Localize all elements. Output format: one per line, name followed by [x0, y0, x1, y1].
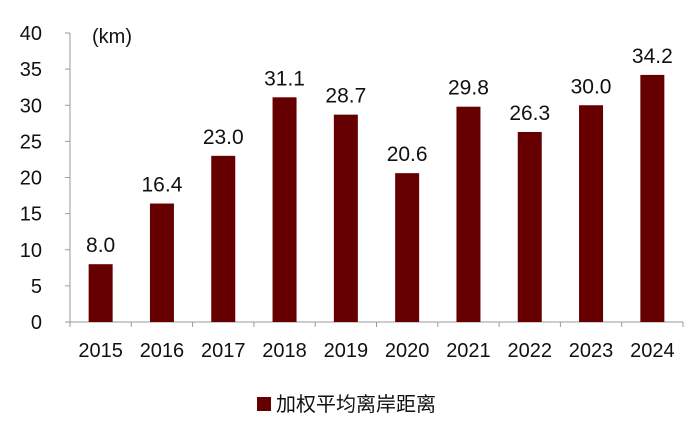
y-axis-unit-label: (km) [92, 26, 132, 48]
x-tick-label: 2017 [201, 340, 246, 362]
y-tick-label: 40 [20, 23, 42, 45]
data-label-2019: 28.7 [325, 85, 366, 108]
y-tick-label: 20 [20, 168, 42, 190]
data-label-2023: 30.0 [571, 75, 612, 98]
x-tick-label: 2021 [446, 340, 491, 362]
legend: 加权平均离岸距离 [257, 393, 436, 416]
bar-2017 [211, 155, 236, 322]
x-tick-label: 2022 [508, 340, 553, 362]
y-axis: 0 5 10 15 20 25 30 35 40 [20, 23, 71, 334]
y-tick-label: 5 [31, 276, 42, 298]
y-tick-label: 10 [20, 240, 42, 262]
bar-2015 [88, 264, 113, 322]
x-tick-label: 2016 [140, 340, 185, 362]
bar-2022 [517, 131, 542, 322]
data-label-2024: 34.2 [632, 45, 673, 68]
y-tick-label: 30 [20, 95, 42, 117]
data-label-2022: 26.3 [509, 102, 550, 125]
x-axis: 2015 2016 2017 2018 2019 2020 2021 2022 2023 2024 [69, 321, 684, 362]
x-tick-label: 2015 [78, 340, 123, 362]
x-tick-label: 2023 [569, 340, 614, 362]
bar-2021 [456, 106, 481, 322]
bar-2020 [395, 173, 420, 322]
bars-group: 8.0 16.4 23.0 31.1 28.7 20.6 29.8 26.3 30.0 34.2 [86, 45, 673, 323]
x-tick-label: 2020 [385, 340, 430, 362]
bar-2023 [579, 105, 604, 322]
x-tick-label: 2024 [630, 340, 675, 362]
bar-2019 [333, 114, 358, 322]
y-tick-label: 25 [20, 131, 42, 153]
y-tick-label: 35 [20, 59, 42, 81]
y-tick-label: 0 [31, 312, 42, 334]
data-label-2018: 31.1 [264, 67, 305, 90]
legend-swatch [257, 397, 271, 411]
x-tick-label: 2019 [324, 340, 369, 362]
y-tick-label: 15 [20, 204, 42, 226]
bar-2016 [149, 203, 174, 322]
data-label-2015: 8.0 [86, 234, 115, 257]
bar-2018 [272, 97, 297, 323]
x-tick-label: 2018 [262, 340, 307, 362]
bar-2024 [640, 74, 665, 322]
data-label-2017: 23.0 [203, 126, 244, 149]
data-label-2016: 16.4 [142, 174, 183, 197]
data-label-2021: 29.8 [448, 77, 489, 100]
legend-label: 加权平均离岸距离 [276, 393, 436, 416]
data-label-2020: 20.6 [387, 143, 428, 166]
